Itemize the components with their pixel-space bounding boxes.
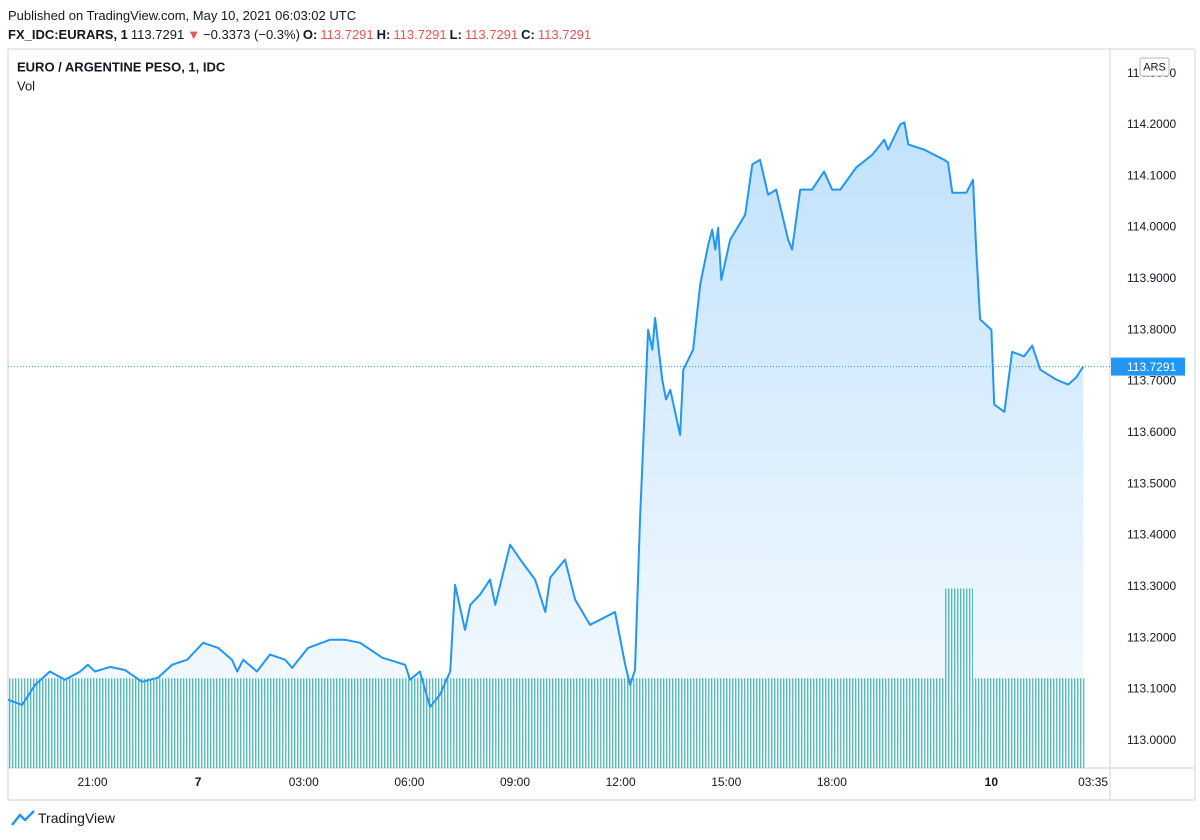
x-tick-label: 03:00 — [289, 775, 319, 789]
header: Published on TradingView.com, May 10, 20… — [8, 6, 597, 44]
y-tick-label: 114.2000 — [1127, 117, 1176, 131]
price-line — [7, 121, 1085, 708]
y-tick-label: 113.7000 — [1127, 374, 1176, 388]
published: Published on TradingView.com, May 10, 20… — [8, 8, 357, 23]
x-tick-label: 21:00 — [77, 775, 107, 789]
y-tick-label: 113.6000 — [1127, 425, 1176, 439]
currency-box — [1139, 57, 1170, 77]
last-price-badge — [1111, 357, 1185, 376]
currency-label: ARS — [1143, 61, 1166, 73]
logo — [11, 810, 35, 826]
legend-title: EURO / ARGENTINE PESO, 1, IDC — [17, 59, 226, 74]
ohlc-label: O: — [302, 27, 318, 42]
plot — [7, 121, 1110, 768]
x-tick-label: 09:00 — [500, 775, 530, 789]
y-tick-label: 113.2000 — [1127, 630, 1176, 644]
y-tick-label: 113.8000 — [1127, 322, 1176, 336]
volume-bar — [1083, 678, 1085, 768]
ohlc-label: C: — [521, 27, 535, 42]
ohlc-value: 113.7291 — [464, 27, 519, 42]
x-tick-label: 03:35 — [1078, 775, 1108, 789]
ohlc: O: 113.7291 H: 113.7291 L: 113.7291 C: 113.7291 — [303, 27, 594, 42]
arrow: ▼ — [187, 27, 201, 42]
ohlc-label: H: — [376, 27, 391, 42]
brand: TradingView — [38, 810, 116, 826]
ohlc-value: 113.7291 — [393, 27, 447, 42]
x-tick-label: 10 — [985, 775, 999, 789]
y-tick-label: 114.1000 — [1127, 168, 1176, 182]
y-tick-label: 113.0000 — [1127, 733, 1176, 747]
quote-row: FX_IDC:EURARS, 1 113.7291 ▼ −0.3373 (−0.3%)… — [8, 25, 597, 44]
ohlc-value: 113.7291 — [320, 27, 374, 42]
symbol: FX_IDC:EURARS, 1 — [8, 27, 128, 42]
y-tick-label: 113.4000 — [1127, 528, 1176, 542]
change: −0.3373 (−0.3%) — [203, 27, 300, 42]
y-tick-label: 113.9000 — [1127, 271, 1176, 285]
legend-vol: Vol — [17, 78, 35, 93]
x-tick-label: 18:00 — [817, 775, 847, 789]
footer: TradingView — [10, 809, 115, 827]
axes: 113.0000 113.1000 113.2000 113.3000 113.4000… — [77, 57, 1185, 789]
x-tick-label: 7 — [195, 775, 202, 789]
x-tick-label: 15:00 — [711, 775, 741, 789]
y-tick-label: 113.1000 — [1127, 682, 1176, 696]
frame — [7, 48, 1196, 801]
area — [8, 122, 1084, 768]
ohlc-value: 113.7291 — [537, 27, 592, 42]
y-tick-label: 113.3000 — [1127, 579, 1176, 593]
y-tick-label: 114.0000 — [1127, 220, 1176, 234]
last-price-label: 113.7291 — [1127, 360, 1176, 374]
spacer — [8, 768, 1195, 800]
x-tick-label: 06:00 — [394, 775, 424, 789]
ohlc-label: L: — [449, 27, 462, 42]
y-tick-label: 113.5000 — [1127, 476, 1176, 490]
x-tick-label: 12:00 — [606, 775, 636, 789]
last: 113.7291 — [130, 27, 185, 42]
